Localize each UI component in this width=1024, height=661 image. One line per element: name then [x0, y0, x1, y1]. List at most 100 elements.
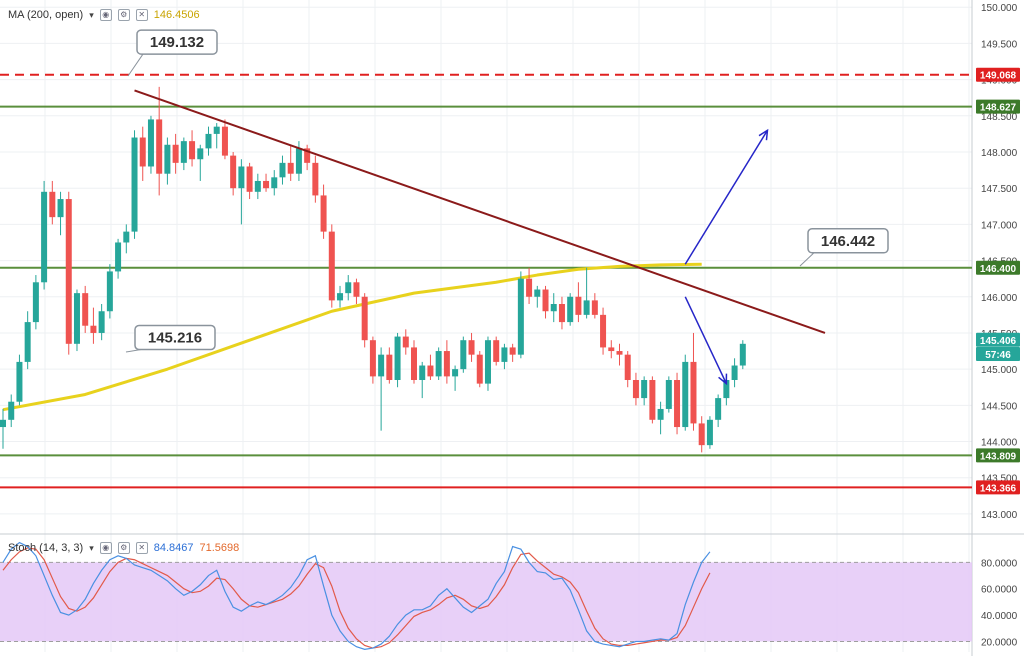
candle-body — [57, 199, 64, 218]
candle-body — [180, 141, 187, 163]
candle-body — [567, 296, 574, 323]
candle-body — [674, 380, 681, 428]
candle-body — [164, 144, 171, 174]
ma-legend-label[interactable]: MA (200, open) — [8, 9, 84, 21]
candle-body — [715, 398, 722, 420]
candle-body — [501, 347, 508, 362]
candle-body — [361, 296, 368, 341]
price-tag-label: 145.406 — [980, 336, 1017, 347]
candle-body — [230, 155, 237, 189]
candle-body — [517, 278, 524, 355]
eye-icon[interactable]: ◉ — [99, 542, 112, 554]
candle-body — [73, 293, 80, 344]
price-tag: 149.068 — [976, 67, 1020, 82]
candle-body — [328, 231, 335, 301]
candle-body — [641, 380, 648, 399]
price-axis-tick: 147.500 — [981, 184, 1018, 195]
candle-body — [534, 289, 541, 297]
candle-body — [616, 351, 623, 355]
stoch-axis-tick: 60.0000 — [981, 585, 1018, 596]
price-tag: 57:46 — [976, 346, 1020, 361]
candle-body — [558, 304, 565, 323]
candle-body — [147, 119, 154, 167]
price-tag-label: 146.400 — [980, 264, 1017, 275]
candle-body — [106, 271, 113, 312]
candle-body — [682, 361, 689, 428]
price-axis-tick: 143.500 — [981, 474, 1018, 485]
candle-body — [484, 340, 491, 384]
candle-body — [189, 141, 196, 160]
candle-body — [419, 365, 426, 380]
candle-body — [394, 336, 401, 380]
price-tag: 143.366 — [976, 480, 1020, 495]
eye-icon[interactable]: ◉ — [99, 9, 112, 21]
projection-arrows — [684, 128, 769, 386]
candle-body — [271, 177, 278, 189]
candle-body — [476, 354, 483, 384]
projection-arrow-shaft — [684, 296, 728, 384]
close-icon[interactable]: ✕ — [135, 542, 148, 554]
candle-body — [608, 347, 615, 352]
candle-body — [460, 340, 467, 370]
candle-body — [386, 354, 393, 380]
candle-body — [131, 137, 138, 232]
chevron-down-icon[interactable]: ▾ — [89, 9, 94, 20]
stoch-overbought-oversold-band — [0, 561, 972, 642]
candle-body — [24, 322, 31, 362]
candle-body — [172, 144, 179, 163]
candle-body — [279, 162, 286, 178]
price-tag: 148.627 — [976, 99, 1020, 114]
stoch-axis-tick: 80.0000 — [981, 558, 1018, 569]
close-icon[interactable]: ✕ — [135, 9, 148, 21]
price-axis-tick: 146.000 — [981, 293, 1018, 304]
candle-body — [337, 293, 344, 301]
trendline — [134, 89, 826, 334]
stoch-legend-label[interactable]: Stoch (14, 3, 3) — [8, 542, 84, 554]
candle-body — [723, 380, 730, 399]
projection-arrow-shaft — [684, 129, 769, 265]
price-axis-tick: 144.500 — [981, 401, 1018, 412]
candle-body — [591, 300, 598, 315]
price-callout: 149.132 — [127, 29, 218, 77]
candle-body — [115, 242, 122, 272]
gear-icon[interactable]: ⚙ — [117, 542, 130, 554]
candle-body — [0, 419, 6, 428]
price-tag: 143.809 — [976, 448, 1020, 463]
price-callouts: 149.132 146.442 145.216 — [125, 29, 889, 353]
candle-body — [509, 347, 516, 355]
stoch-k-value: 84.8467 — [153, 542, 194, 554]
candle-body — [632, 380, 639, 399]
stoch-axis-tick: 20.0000 — [981, 637, 1018, 648]
price-axis-tick: 143.000 — [981, 510, 1018, 521]
candle-body — [156, 119, 163, 174]
candle-body — [263, 180, 270, 189]
price-tag-background — [976, 480, 1020, 495]
candle-body — [731, 365, 738, 380]
chevron-down-icon[interactable]: ▾ — [89, 542, 94, 553]
candle-body — [739, 343, 746, 366]
projection-arrow-head — [758, 128, 769, 141]
callout-label: 146.442 — [821, 233, 875, 250]
price-tag-background — [976, 332, 1020, 347]
stoch-axis-tick: 40.0000 — [981, 611, 1018, 622]
candle-body — [690, 361, 697, 424]
candlesticks — [0, 86, 746, 453]
candle-body — [378, 354, 385, 377]
price-tag-label: 143.366 — [980, 483, 1017, 494]
candle-body — [304, 148, 311, 163]
candle-body — [624, 354, 631, 380]
gear-icon[interactable]: ⚙ — [117, 9, 130, 21]
candle-body — [205, 133, 212, 149]
candle-body — [246, 166, 253, 192]
price-tag-background — [976, 346, 1020, 361]
candle-body — [369, 340, 376, 377]
candle-body — [443, 351, 450, 377]
candle-body — [16, 361, 23, 402]
candle-body — [402, 336, 409, 348]
price-callout: 145.216 — [125, 324, 216, 353]
stoch-band-fill — [0, 562, 972, 642]
candle-body — [312, 162, 319, 196]
candle-body — [575, 296, 582, 315]
main-legend: MA (200, open) ▾ ◉ ⚙ ✕ 146.4506 — [8, 9, 200, 21]
